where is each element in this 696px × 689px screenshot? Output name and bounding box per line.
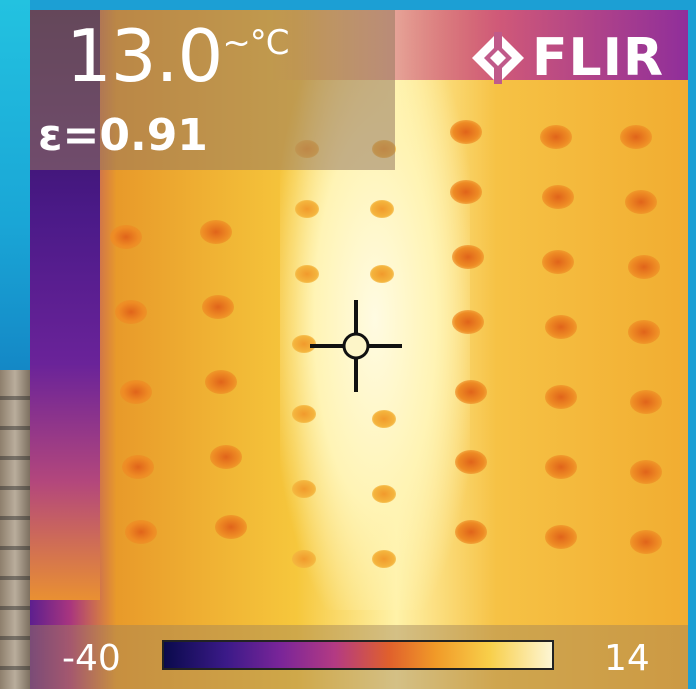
temperature-readout: 13.0~°C bbox=[66, 20, 290, 92]
window-hotspot bbox=[545, 315, 577, 339]
window-hotspot bbox=[200, 220, 232, 244]
window-hotspot bbox=[540, 125, 572, 149]
crosshair-icon bbox=[310, 300, 402, 392]
scale-min-label: -40 bbox=[62, 638, 121, 679]
window-hotspot bbox=[450, 180, 482, 204]
window-hotspot bbox=[202, 295, 234, 319]
window-hotspot bbox=[210, 445, 242, 469]
window-hotspot bbox=[450, 120, 482, 144]
window-hotspot bbox=[372, 550, 396, 568]
scale-max-label: 14 bbox=[604, 638, 650, 679]
flir-logo: FLIR bbox=[470, 28, 664, 88]
window-hotspot bbox=[370, 265, 394, 283]
window-hotspot bbox=[630, 460, 662, 484]
window-hotspot bbox=[455, 450, 487, 474]
window-hotspot bbox=[542, 185, 574, 209]
window-hotspot bbox=[295, 265, 319, 283]
temperature-unit: ~°C bbox=[222, 23, 289, 63]
window-hotspot bbox=[295, 200, 319, 218]
frame-top bbox=[30, 0, 696, 10]
window-hotspot bbox=[122, 455, 154, 479]
window-hotspot bbox=[292, 480, 316, 498]
window-hotspot bbox=[455, 380, 487, 404]
frame-right bbox=[688, 0, 696, 689]
window-hotspot bbox=[620, 125, 652, 149]
window-hotspot bbox=[628, 255, 660, 279]
window-hotspot bbox=[452, 310, 484, 334]
window-hotspot bbox=[120, 380, 152, 404]
window-hotspot bbox=[630, 390, 662, 414]
window-hotspot bbox=[630, 530, 662, 554]
window-hotspot bbox=[545, 455, 577, 479]
window-hotspot bbox=[292, 405, 316, 423]
window-hotspot bbox=[370, 200, 394, 218]
window-hotspot bbox=[292, 335, 316, 353]
window-hotspot bbox=[545, 525, 577, 549]
window-hotspot bbox=[372, 410, 396, 428]
brand-name: FLIR bbox=[532, 28, 665, 88]
window-hotspot bbox=[215, 515, 247, 539]
background-left-strip bbox=[0, 0, 30, 689]
emissivity-readout: ε=0.91 bbox=[38, 110, 208, 161]
color-scale-bar bbox=[162, 640, 554, 670]
window-hotspot bbox=[452, 245, 484, 269]
window-hotspot bbox=[115, 300, 147, 324]
window-hotspot bbox=[625, 190, 657, 214]
window-hotspot bbox=[205, 370, 237, 394]
window-hotspot bbox=[628, 320, 660, 344]
flir-diamond-icon bbox=[472, 32, 524, 84]
window-hotspot bbox=[545, 385, 577, 409]
building-photo-strip bbox=[0, 370, 30, 689]
window-hotspot bbox=[455, 520, 487, 544]
window-hotspot bbox=[292, 550, 316, 568]
window-hotspot bbox=[542, 250, 574, 274]
temperature-value: 13.0 bbox=[66, 14, 223, 98]
window-hotspot bbox=[125, 520, 157, 544]
window-hotspot bbox=[110, 225, 142, 249]
window-hotspot bbox=[372, 485, 396, 503]
reading-panel bbox=[30, 10, 395, 170]
blue-panel bbox=[0, 0, 30, 370]
